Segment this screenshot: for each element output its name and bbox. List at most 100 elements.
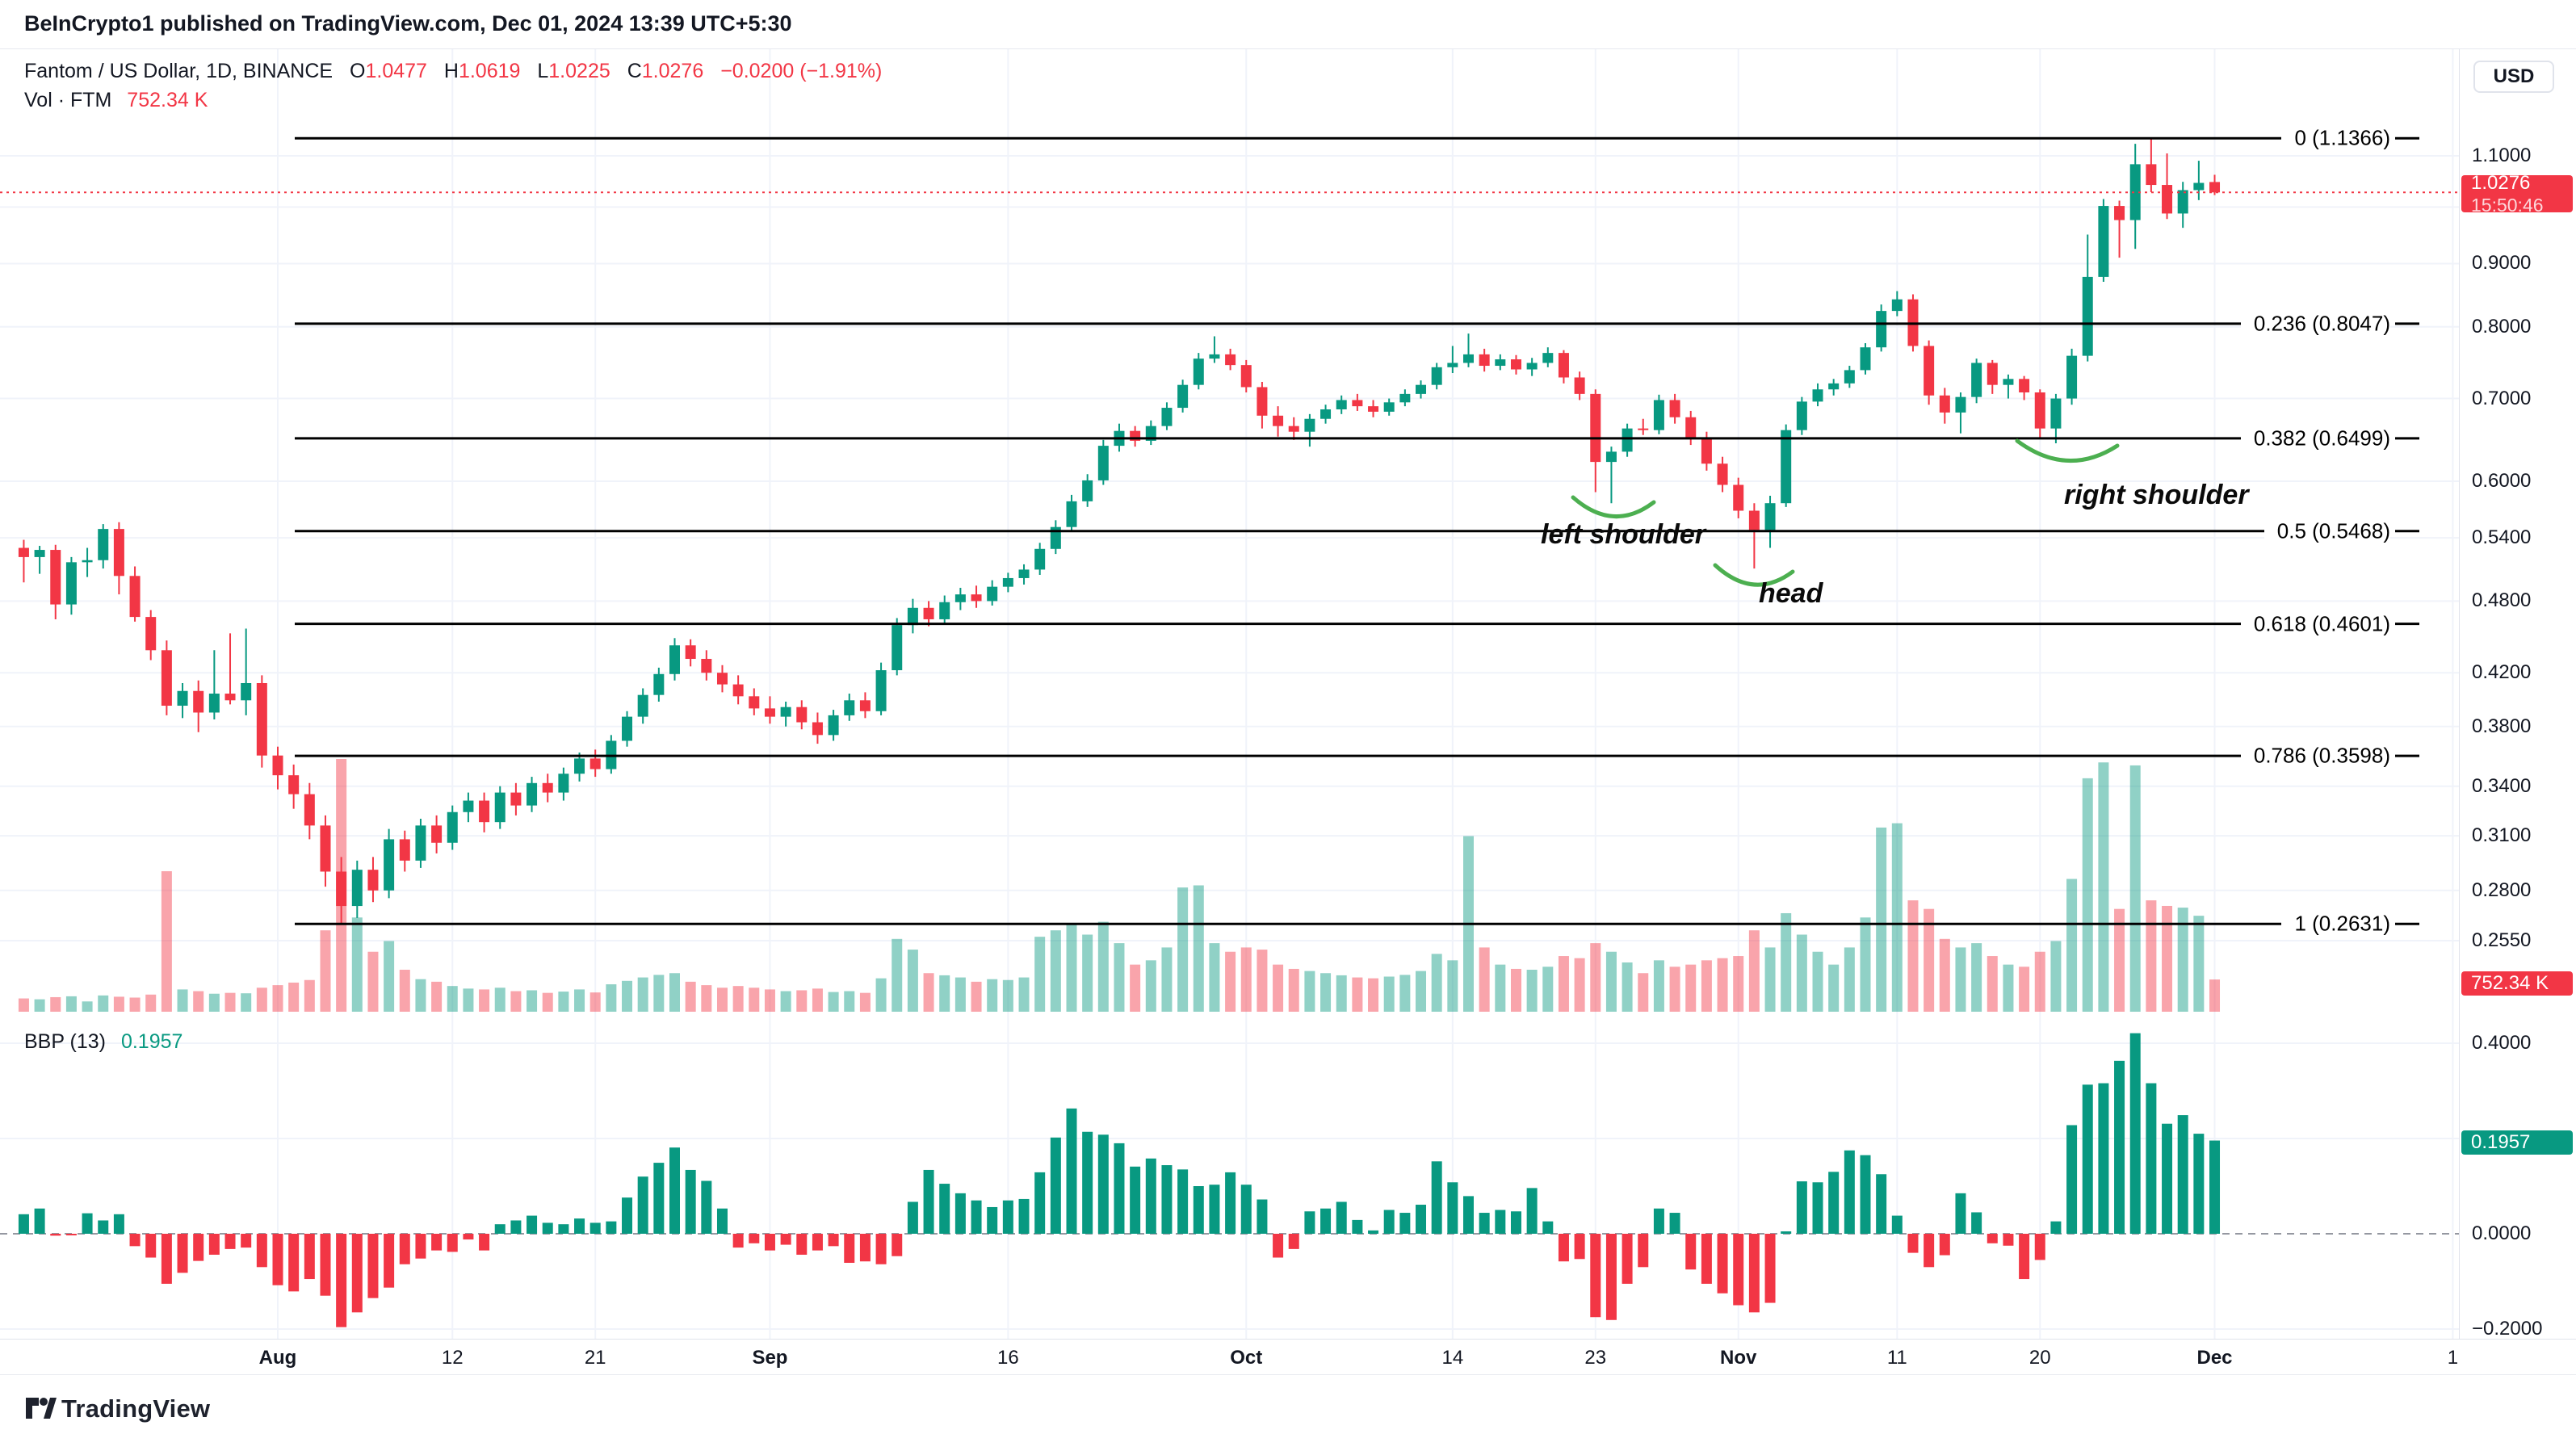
candle-body: [1034, 548, 1046, 570]
candle-body: [1066, 501, 1077, 527]
volume-bar: [50, 996, 61, 1012]
candle-body: [1145, 426, 1156, 441]
time-tick-label: 11: [1886, 1347, 1907, 1369]
volume-bar: [113, 996, 124, 1012]
close-value: 1.0276: [641, 60, 704, 82]
symbol-legend: Fantom / US Dollar, 1D, BINANCE O1.0477 …: [24, 60, 882, 83]
volume-badge: 752.34 K: [2461, 971, 2573, 996]
candle-body: [1653, 400, 1664, 430]
price-tick-label: 0.7000: [2472, 387, 2532, 409]
volume-bar: [589, 992, 601, 1012]
price-axis[interactable]: USD 1.1000 0.9000 0.8000 0.7000 0.6000 0.5400…: [2459, 48, 2576, 1374]
bbp-tick-label: 0.0000: [2472, 1222, 2532, 1244]
bbp-bar: [256, 1234, 267, 1268]
volume-bar: [1764, 947, 1776, 1012]
candle-body: [1622, 428, 1633, 452]
candle-body: [415, 825, 426, 861]
candle-body: [1352, 400, 1363, 407]
candle-body: [828, 715, 839, 736]
candle-body: [208, 694, 220, 713]
candle-body: [1495, 359, 1506, 367]
candle-body: [1510, 359, 1521, 370]
bbp-bar: [1288, 1234, 1299, 1249]
fib-level-label: 0.618 (0.4601): [2240, 610, 2390, 639]
bbp-name[interactable]: BBP (13): [24, 1030, 106, 1053]
candle-body: [2050, 398, 2062, 429]
bbp-bar: [304, 1234, 315, 1280]
bbp-bar: [2034, 1234, 2045, 1260]
volume-bar: [954, 977, 966, 1012]
candle-body: [2066, 355, 2078, 399]
bbp-bar: [1669, 1213, 1680, 1234]
candle-body: [1368, 406, 1379, 412]
candle-body: [1701, 438, 1712, 464]
bbp-bar: [208, 1234, 220, 1255]
candle-body: [1431, 367, 1442, 385]
bbp-bar: [907, 1201, 918, 1234]
volume-bar: [1526, 970, 1538, 1012]
candle-body: [2082, 276, 2093, 356]
time-tick-label: Aug: [258, 1347, 297, 1369]
bbp-bar: [113, 1214, 124, 1234]
volume-bar: [1097, 921, 1109, 1012]
time-axis[interactable]: Aug 12 21 Sep 16 Oct 14 23 Nov 11 20 Dec 1: [0, 1339, 2576, 1375]
bbp-bar: [1463, 1196, 1474, 1234]
volume-bar: [1828, 964, 1840, 1012]
symbol-title[interactable]: Fantom / US Dollar, 1D, BINANCE: [24, 60, 334, 82]
volume-bar: [494, 987, 506, 1012]
bbp-bar: [510, 1220, 522, 1234]
volume-bar: [987, 979, 998, 1012]
volume-bar: [1034, 937, 1046, 1012]
price-tick-label: 0.2550: [2472, 929, 2532, 951]
price-tick-label: 0.9000: [2472, 252, 2532, 275]
time-tick-label: Sep: [752, 1347, 788, 1369]
volume-bar: [272, 985, 283, 1012]
candle-body: [1209, 354, 1220, 359]
bbp-bar: [463, 1234, 474, 1240]
candle-body: [732, 684, 744, 697]
bbp-bar: [812, 1234, 823, 1251]
volume-bar: [732, 986, 744, 1012]
bbp-value: 0.1957: [120, 1030, 183, 1053]
candle-body: [749, 696, 760, 709]
bbp-legend: BBP (13) 0.1957: [24, 1030, 183, 1054]
volume-bar: [1733, 956, 1744, 1012]
fib-level-label: 0.236 (0.8047): [2240, 309, 2390, 338]
bbp-bar: [796, 1234, 808, 1255]
bbp-bar: [1304, 1211, 1315, 1234]
volume-bar: [1812, 951, 1823, 1012]
candle-body: [1971, 363, 1982, 397]
volume-bar: [2050, 941, 2062, 1012]
bbp-bar: [764, 1234, 775, 1251]
bbp-bar: [685, 1169, 696, 1234]
candle-body: [1860, 347, 1871, 371]
bbp-bar: [1685, 1234, 1697, 1270]
volume-bar: [1907, 900, 1919, 1012]
candle-body: [1526, 363, 1538, 370]
tradingview-logo-icon[interactable]: [24, 1393, 57, 1425]
candle-body: [2098, 206, 2109, 277]
volume-bar: [1257, 950, 1268, 1012]
candle-body: [2034, 392, 2045, 429]
bbp-bar: [224, 1234, 236, 1249]
bbp-bar: [780, 1234, 791, 1245]
volume-bar: [1002, 979, 1013, 1012]
bbp-bar: [1399, 1213, 1411, 1234]
candle-body: [669, 645, 680, 674]
bbp-bar: [1416, 1205, 1427, 1234]
low-value: 1.0225: [548, 60, 610, 82]
change-value: −0.0200 (−1.91%): [720, 60, 883, 82]
volume-label[interactable]: Vol · FTM: [24, 89, 112, 111]
currency-toggle-button[interactable]: USD: [2473, 61, 2554, 93]
candle-body: [987, 586, 998, 602]
tradingview-wordmark[interactable]: TradingView: [61, 1394, 211, 1423]
bbp-bar: [1145, 1158, 1156, 1234]
candle-body: [431, 825, 443, 843]
bbp-bar: [384, 1234, 395, 1288]
bbp-bar: [34, 1208, 45, 1234]
bbp-bar: [494, 1224, 506, 1234]
bbp-bar: [2082, 1084, 2093, 1234]
volume-bar: [98, 995, 109, 1012]
time-tick-label: 21: [584, 1347, 606, 1369]
